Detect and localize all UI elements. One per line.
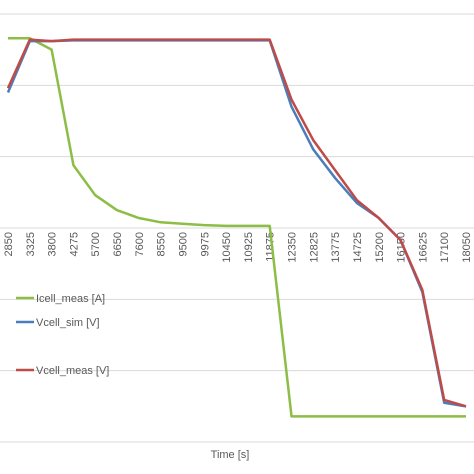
x-tick-label: 4275: [68, 232, 80, 256]
legend-label: Vcell_meas [V]: [36, 365, 109, 377]
x-tick-label: 2850: [3, 232, 15, 256]
x-tick-label: 7600: [134, 232, 146, 256]
x-tick-label: 16625: [417, 232, 429, 263]
x-tick-label: 5700: [90, 232, 102, 256]
legend-label: Icell_meas [A]: [36, 293, 105, 305]
series-line: [6, 38, 467, 408]
x-tick-label: 10450: [221, 232, 233, 263]
x-tick-label: 18050: [461, 232, 473, 263]
series-line: [8, 37, 466, 418]
x-tick-label: 10925: [243, 232, 255, 263]
x-tick-label: 3800: [47, 232, 59, 256]
x-tick-label: 9975: [199, 232, 211, 256]
x-tick-label: 12825: [308, 232, 320, 263]
x-axis-title: Time [s]: [211, 449, 250, 461]
x-tick-label: 15200: [374, 232, 386, 263]
x-tick-label: 13775: [330, 232, 342, 263]
x-tick-label: 14725: [352, 232, 364, 263]
series-line: [6, 39, 467, 408]
x-tick-label: 6650: [112, 232, 124, 256]
x-tick-label: 3325: [25, 232, 37, 256]
x-tick-label: 9500: [177, 232, 189, 256]
x-tick-label: 17100: [439, 232, 451, 263]
legend-label: Vcell_sim [V]: [36, 317, 100, 329]
x-tick-label: 12350: [287, 232, 299, 263]
x-tick-label: 8550: [156, 232, 168, 256]
